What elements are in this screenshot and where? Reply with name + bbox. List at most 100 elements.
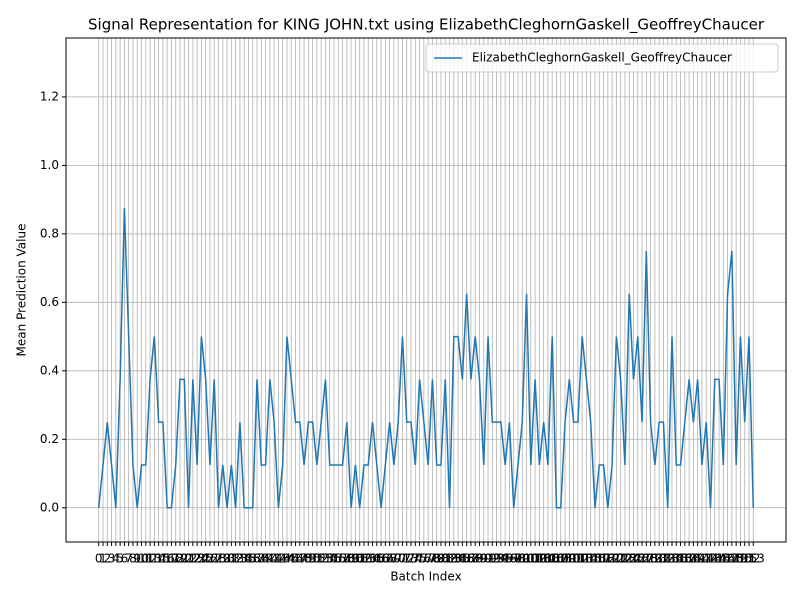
x-tick-label: 83 bbox=[446, 552, 461, 566]
x-tick-label: 13 bbox=[147, 552, 162, 566]
legend-box bbox=[425, 43, 779, 73]
x-tick-label: 30 bbox=[219, 552, 234, 566]
x-axis-label: Batch Index bbox=[390, 570, 461, 584]
x-tick-label: 60 bbox=[348, 552, 363, 566]
x-tick-label: 25 bbox=[198, 552, 213, 566]
x-tick-label: 106 bbox=[541, 552, 564, 566]
x-tick-label: 93 bbox=[489, 552, 504, 566]
x-tick-label: 95 bbox=[498, 552, 513, 566]
x-tick-label: 138 bbox=[678, 552, 701, 566]
y-tick-label: 0.4 bbox=[40, 363, 59, 377]
x-tick-label: 130 bbox=[643, 552, 666, 566]
x-tick-label: 0 bbox=[95, 552, 103, 566]
x-tick-label: 136 bbox=[669, 552, 692, 566]
x-tick-label: 57 bbox=[335, 552, 350, 566]
x-tick-label: 146 bbox=[712, 552, 735, 566]
x-tick-label: 127 bbox=[631, 552, 654, 566]
x-tick-label: 64 bbox=[365, 552, 380, 566]
x-tick-label: 135 bbox=[665, 552, 688, 566]
x-tick-label: 52 bbox=[314, 552, 329, 566]
x-tick-label: 53 bbox=[318, 552, 333, 566]
x-tick-label: 1 bbox=[99, 552, 107, 566]
x-tick-label: 12 bbox=[142, 552, 157, 566]
x-tick-label: 15 bbox=[155, 552, 170, 566]
x-tick-label: 104 bbox=[532, 552, 555, 566]
x-tick-label: 88 bbox=[468, 552, 483, 566]
x-tick-label: 124 bbox=[618, 552, 641, 566]
x-tick-label: 22 bbox=[185, 552, 200, 566]
x-tick-label: 108 bbox=[549, 552, 572, 566]
x-tick-label: 149 bbox=[725, 552, 748, 566]
x-tick-label: 114 bbox=[575, 552, 598, 566]
x-tick-label: 6 bbox=[121, 552, 129, 566]
x-tick-label: 101 bbox=[519, 552, 542, 566]
x-tick-label: 59 bbox=[343, 552, 358, 566]
x-tick-label: 134 bbox=[661, 552, 684, 566]
x-tick-label: 115 bbox=[579, 552, 602, 566]
x-tick-label: 97 bbox=[506, 552, 521, 566]
plot-frame bbox=[65, 37, 787, 543]
x-tick-label: 121 bbox=[605, 552, 628, 566]
x-tick-label: 32 bbox=[228, 552, 243, 566]
x-tick-label: 85 bbox=[455, 552, 470, 566]
x-tick-label: 89 bbox=[472, 552, 487, 566]
x-tick-label: 107 bbox=[545, 552, 568, 566]
x-tick-label: 44 bbox=[279, 552, 294, 566]
x-tick-label: 29 bbox=[215, 552, 230, 566]
x-tick-label: 78 bbox=[425, 552, 440, 566]
x-tick-label: 69 bbox=[386, 552, 401, 566]
x-tick-label: 19 bbox=[172, 552, 187, 566]
x-tick-label: 153 bbox=[742, 552, 765, 566]
x-tick-label: 46 bbox=[288, 552, 303, 566]
x-tick-label: 102 bbox=[524, 552, 547, 566]
x-tick-label: 23 bbox=[189, 552, 204, 566]
x-tick-label: 118 bbox=[592, 552, 615, 566]
y-axis-label: Mean Prediction Value bbox=[15, 224, 29, 357]
x-tick-label: 67 bbox=[378, 552, 393, 566]
x-tick-label: 39 bbox=[258, 552, 273, 566]
x-tick-label: 86 bbox=[459, 552, 474, 566]
x-tick-label: 38 bbox=[254, 552, 269, 566]
x-tick-label: 133 bbox=[656, 552, 679, 566]
x-tick-label: 151 bbox=[733, 552, 756, 566]
x-tick-label: 113 bbox=[571, 552, 594, 566]
x-tick-label: 9 bbox=[133, 552, 141, 566]
x-tick-label: 73 bbox=[403, 552, 418, 566]
x-tick-label: 37 bbox=[249, 552, 264, 566]
x-tick-label: 35 bbox=[241, 552, 256, 566]
x-tick-label: 33 bbox=[232, 552, 247, 566]
x-tick-label: 119 bbox=[596, 552, 619, 566]
x-tick-label: 129 bbox=[639, 552, 662, 566]
x-tick-label: 125 bbox=[622, 552, 645, 566]
x-tick-label: 42 bbox=[271, 552, 286, 566]
x-tick-label: 110 bbox=[558, 552, 581, 566]
y-tick-label: 0.8 bbox=[40, 226, 59, 240]
x-tick-label: 141 bbox=[690, 552, 713, 566]
x-tick-label: 143 bbox=[699, 552, 722, 566]
x-tick-label: 8 bbox=[129, 552, 137, 566]
x-tick-label: 109 bbox=[554, 552, 577, 566]
x-tick-label: 31 bbox=[224, 552, 239, 566]
x-tick-label: 92 bbox=[485, 552, 500, 566]
x-tick-label: 139 bbox=[682, 552, 705, 566]
x-tick-label: 99 bbox=[515, 552, 530, 566]
x-tick-label: 123 bbox=[613, 552, 636, 566]
x-tick-label: 131 bbox=[648, 552, 671, 566]
x-tick-label: 56 bbox=[331, 552, 346, 566]
x-tick-label: 27 bbox=[207, 552, 222, 566]
x-tick-label: 120 bbox=[601, 552, 624, 566]
x-tick-label: 79 bbox=[429, 552, 444, 566]
x-tick-label: 90 bbox=[476, 552, 491, 566]
x-tick-label: 36 bbox=[245, 552, 260, 566]
x-tick-label: 54 bbox=[322, 552, 337, 566]
legend-label: ElizabethCleghornGaskell_GeoffreyChaucer bbox=[472, 51, 732, 65]
x-tick-label: 4 bbox=[112, 552, 120, 566]
x-tick-label: 77 bbox=[420, 552, 435, 566]
x-tick-label: 145 bbox=[708, 552, 731, 566]
x-tick-label: 17 bbox=[164, 552, 179, 566]
x-tick-label: 5 bbox=[116, 552, 124, 566]
x-tick-label: 96 bbox=[502, 552, 517, 566]
x-tick-label: 140 bbox=[686, 552, 709, 566]
x-tick-label: 81 bbox=[438, 552, 453, 566]
